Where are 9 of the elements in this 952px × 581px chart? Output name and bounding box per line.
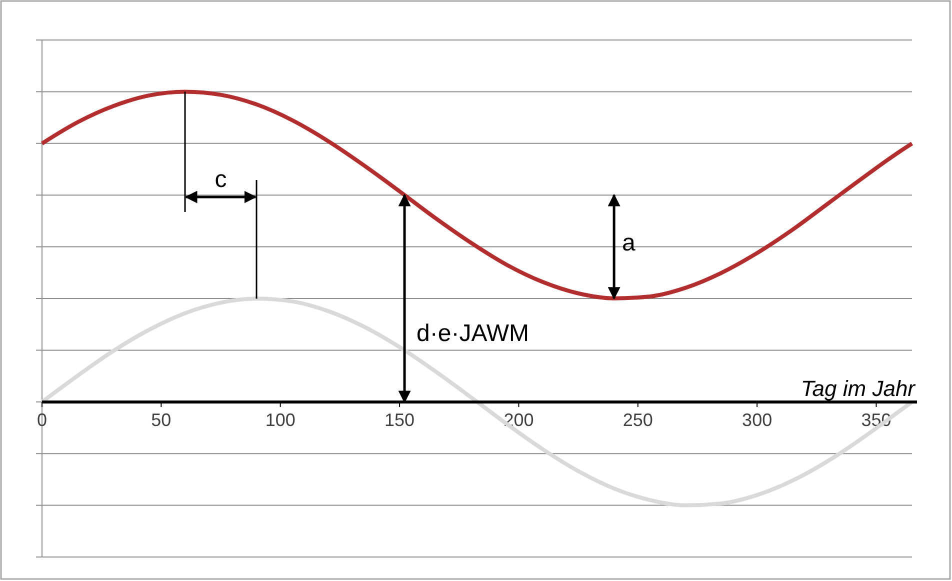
x-tick-label: 300 (742, 410, 772, 430)
x-axis-title: Tag im Jahr (800, 376, 917, 401)
annotation: a (622, 230, 636, 257)
x-tick-label: 50 (151, 410, 172, 430)
annotation: d·e·JAWM (416, 320, 529, 347)
x-tick-label: 100 (265, 410, 296, 430)
x-tick-label: 150 (384, 410, 415, 430)
annotation: c (214, 166, 227, 194)
x-tick-label: 250 (622, 410, 653, 430)
